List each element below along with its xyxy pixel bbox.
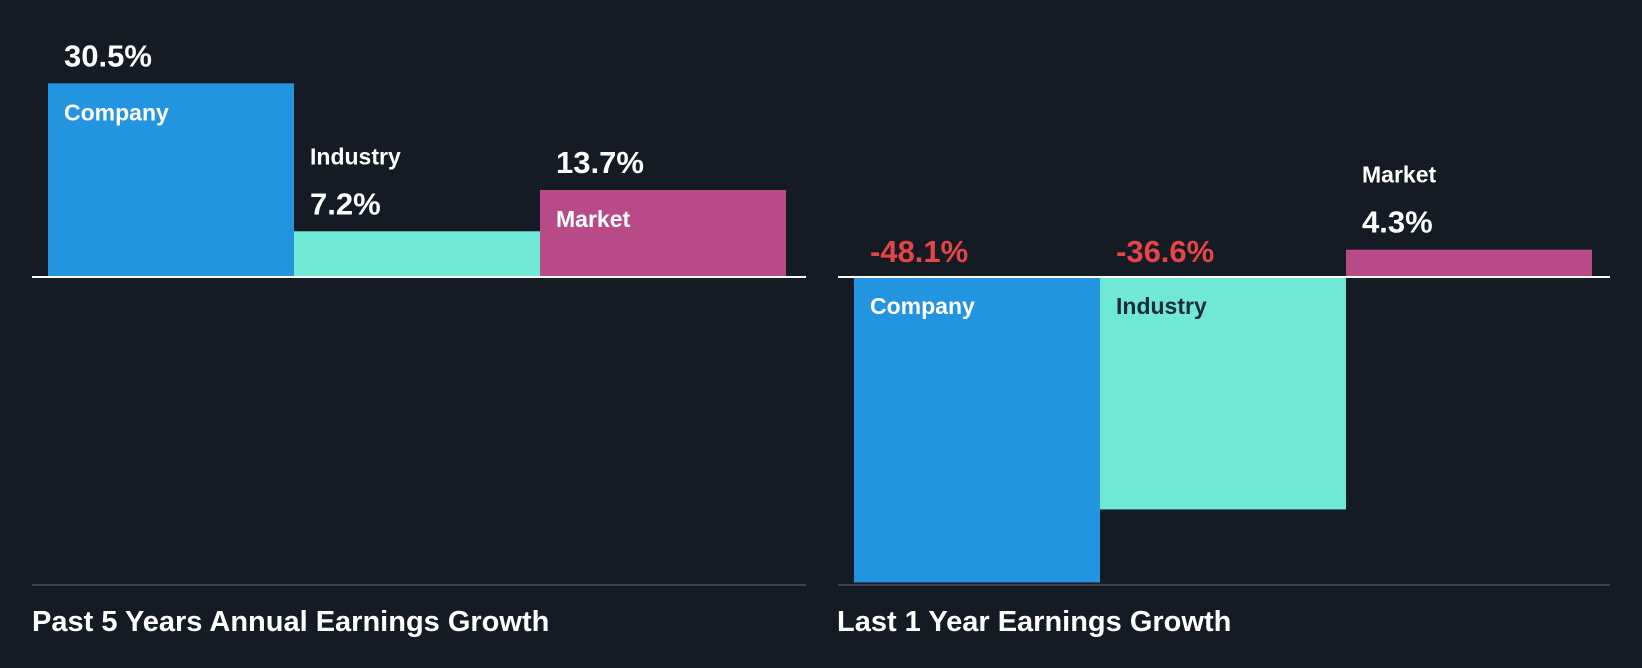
category-label-market-5y: Market [556,206,630,232]
value-label-market-1y: 4.3% [1362,205,1433,240]
bar-industry-5y [294,231,540,277]
chart-title-5y: Past 5 Years Annual Earnings Growth [32,606,550,638]
category-label-market-1y: Market [1362,162,1436,188]
category-label-industry-1y: Industry [1116,293,1207,319]
value-label-market-5y: 13.7% [556,145,644,180]
bar-market-5y [540,190,786,277]
category-label-industry-5y: Industry [310,143,401,169]
value-label-company-1y: -48.1% [870,234,968,269]
bar-market-1y [1346,249,1592,277]
value-label-industry-1y: -36.6% [1116,234,1214,269]
chart-title-1y: Last 1 Year Earnings Growth [837,606,1232,638]
category-label-company-5y: Company [64,99,169,125]
value-label-industry-5y: 7.2% [310,186,381,221]
category-label-company-1y: Company [870,293,975,319]
bar-company-5y [48,83,294,277]
value-label-company-5y: 30.5% [64,38,152,73]
bar-company-1y [854,277,1100,583]
bar-industry-1y [1100,277,1346,510]
